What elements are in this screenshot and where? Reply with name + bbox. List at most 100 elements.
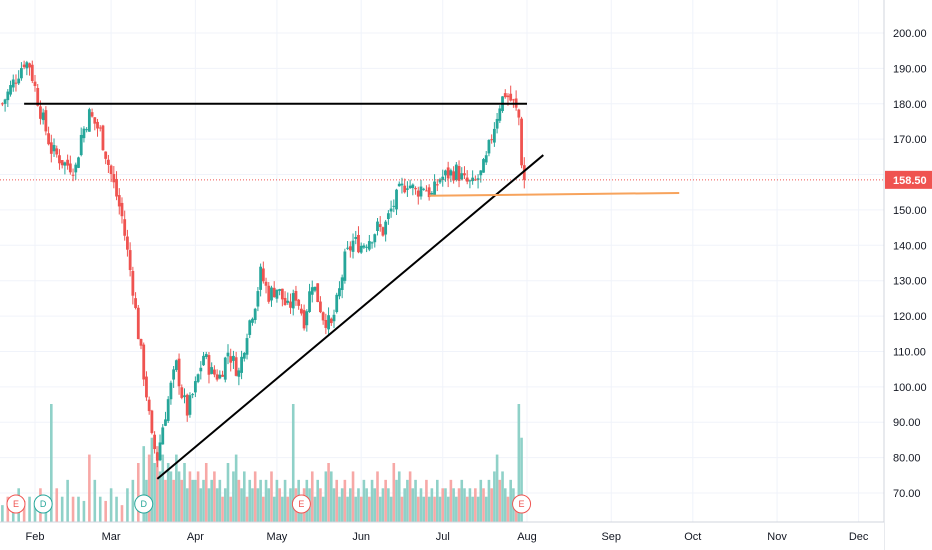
event-marker[interactable]: E [6,494,26,514]
volume-bar [188,471,192,522]
volume-bar [346,496,349,522]
event-marker-label: D [40,499,47,509]
time-tick-label: Mar [102,531,121,543]
last-price-tag-label: 158.50 [893,175,927,187]
candle-body [104,151,108,159]
candle-body [229,356,233,363]
volume-bar [232,471,235,522]
candle-body [492,128,496,143]
event-marker[interactable]: E [512,494,532,514]
volume-bar [98,496,102,522]
volume-bar [427,496,431,522]
candle-body [305,311,309,326]
volume-bar [435,479,439,522]
candle-body [359,245,363,253]
candle-body [343,251,347,281]
candle-body [77,157,80,168]
candle-body [193,381,197,393]
volume-bar [11,505,15,522]
volume-bar [164,479,167,522]
volume-bar [169,471,173,522]
volume-bar [468,488,472,522]
candle-body [248,320,252,335]
candle-body [161,427,165,445]
volume-bar [71,496,75,522]
candle-body [22,64,26,68]
price-tick-label: 80.00 [893,453,921,465]
volume-bar [245,496,249,522]
volume-bar [520,437,523,522]
candle-body [25,62,29,69]
volume-bar [183,463,186,522]
event-marker-label: D [140,499,147,509]
volume-bar [66,479,69,522]
volume-bar [329,471,333,522]
price-tick-label: 190.00 [893,63,927,75]
volume-bar [416,496,420,522]
volume-bar [438,496,442,522]
candle-body [335,294,339,313]
event-marker[interactable]: D [33,494,53,514]
volume-bar [395,479,398,522]
candle-body [55,148,59,155]
volume-bar [93,479,97,522]
price-tick-label: 140.00 [893,240,927,252]
volume-bar [362,479,366,522]
candle-body [471,177,475,182]
event-marker[interactable]: E [291,494,311,514]
volume-bar [474,488,477,522]
volume-bar [240,488,243,522]
volume-bar [419,488,423,522]
volume-bar [351,471,355,522]
candle-body [188,395,192,415]
price-tick-label: 170.00 [893,134,927,146]
price-axis[interactable]: 200.00190.00180.00170.00160.00150.00140.… [883,0,932,550]
candle-body [66,159,70,166]
candle-body [11,79,15,88]
volume-bar [55,488,59,522]
last-price-tag[interactable] [885,170,932,189]
candle-body [256,291,260,307]
event-marker-label: E [298,499,304,509]
volume-bar [338,496,341,522]
time-axis[interactable]: Feb Mar Apr May Jun Jul Aug Sep Oct Nov Dec [0,521,884,550]
candle-body [482,159,485,173]
volume-bar [153,463,156,522]
candle-body [177,358,181,387]
candle-body [457,166,461,181]
candle-body [166,399,170,421]
volume-bar [503,488,507,522]
candle-body [400,183,404,186]
candle-body [218,374,222,379]
candle-body [183,395,186,398]
candle-body [251,318,254,323]
event-marker[interactable]: D [134,494,154,514]
volume-bar [256,488,260,522]
rising-support-line[interactable] [156,154,544,480]
candle-body [136,307,140,340]
volume-bar [180,479,184,522]
candle-body [196,374,200,382]
candle-body [348,246,352,251]
candle-body [120,202,124,217]
candle-body [240,356,243,373]
candle-body [405,188,409,190]
candle-body [17,78,21,84]
volume-bar [378,496,382,522]
time-tick-label: Apr [187,531,204,543]
trendlines[interactable] [24,102,680,480]
candle-body [98,127,102,129]
volume-bar [156,446,159,522]
volume-bar [136,463,140,522]
volume-bar [411,488,415,522]
candlesticks [0,60,526,468]
candle-body [139,338,143,346]
candle-body [278,289,282,291]
horizontal-support-line[interactable] [429,191,680,197]
candle-body [291,293,295,309]
candle-body [68,163,72,173]
candle-body [446,167,450,179]
candle-body [237,370,241,377]
